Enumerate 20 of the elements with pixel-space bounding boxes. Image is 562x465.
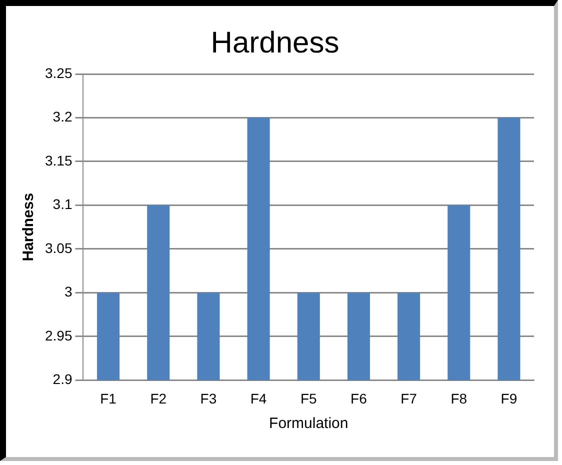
x-tick-label: F3 (200, 390, 217, 406)
x-tick-label: F4 (250, 390, 267, 406)
y-tick-label: 3.05 (45, 240, 72, 256)
y-tick-label: 3.15 (45, 152, 72, 168)
x-tick-label: F6 (350, 390, 368, 406)
x-tick-label: F5 (300, 390, 318, 406)
x-tick-label: F1 (100, 390, 117, 406)
x-tick-label: F2 (150, 390, 167, 406)
y-tick-label: 2.95 (45, 327, 72, 344)
y-tick-label: 3.1 (52, 196, 72, 212)
y-axis-title: Hardness (20, 192, 38, 262)
x-tick-label: F7 (400, 390, 418, 406)
x-tick-label: F8 (450, 390, 468, 406)
y-tick-label: 2.9 (52, 371, 72, 388)
y-tick-label: 3 (64, 284, 72, 300)
y-tick-label: 3.25 (45, 64, 72, 81)
y-tick-label: 3.2 (52, 108, 72, 125)
x-axis-title: Formulation (269, 415, 348, 432)
chart-title: Hardness (210, 26, 340, 60)
x-tick-label: F9 (500, 390, 518, 406)
